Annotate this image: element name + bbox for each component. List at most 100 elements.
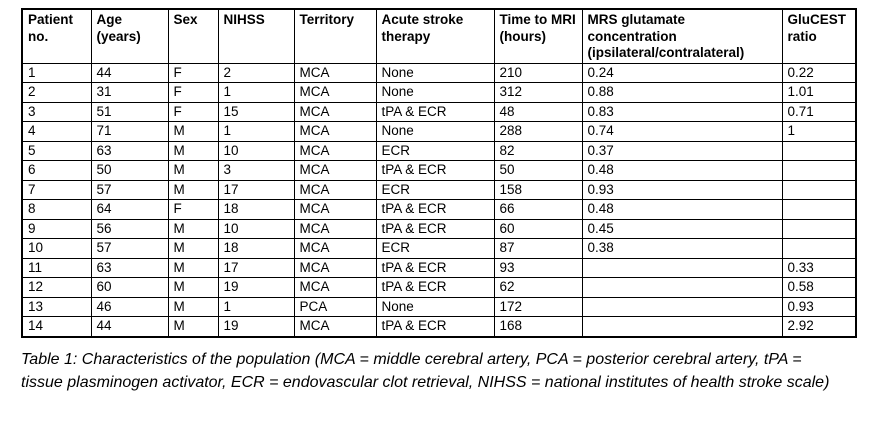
table-cell-time-to-mri: 82 (493, 140, 583, 161)
table-cell-patient-no: 6 (21, 160, 92, 181)
table-cell-sex: M (167, 160, 219, 181)
table-cell-age: 31 (90, 82, 169, 103)
table-row: 4 71 M 1 MCA None 288 0.74 1 (21, 121, 857, 142)
table-cell-patient-no: 13 (21, 296, 92, 317)
table-cell-territory: MCA (293, 218, 377, 239)
table-cell-patient-no: 14 (21, 316, 92, 337)
table-cell-acute-stroke-therapy: tPA & ECR (375, 257, 495, 278)
col-header-acute-stroke-therapy: Acute stroke therapy (375, 8, 495, 64)
table-cell-mrs-glutamate: 0.24 (581, 62, 783, 83)
table-row: 8 64 F 18 MCA tPA & ECR 66 0.48 (21, 199, 857, 220)
table-cell-age: 56 (90, 218, 169, 239)
table-cell-time-to-mri: 66 (493, 199, 583, 220)
table-cell-acute-stroke-therapy: None (375, 121, 495, 142)
table-cell-age: 57 (90, 238, 169, 259)
table-cell-glucest-ratio: 2.92 (781, 316, 857, 337)
table-cell-nihss: 17 (217, 257, 295, 278)
table-cell-nihss: 19 (217, 316, 295, 337)
table-cell-glucest-ratio (781, 218, 857, 239)
table-cell-nihss: 10 (217, 140, 295, 161)
table-cell-patient-no: 8 (21, 199, 92, 220)
table-cell-age: 60 (90, 277, 169, 298)
table-cell-age: 71 (90, 121, 169, 142)
table-cell-territory: PCA (293, 296, 377, 317)
table-cell-time-to-mri: 168 (493, 316, 583, 337)
table-cell-territory: MCA (293, 160, 377, 181)
table-cell-territory: MCA (293, 199, 377, 220)
table-cell-patient-no: 3 (21, 101, 92, 122)
table-cell-age: 57 (90, 179, 169, 200)
table-body: 1 44 F 2 MCA None 210 0.24 0.22 2 31 F 1 MCA None 312 0.… (21, 62, 857, 337)
table-cell-patient-no: 12 (21, 277, 92, 298)
table-cell-acute-stroke-therapy: tPA & ECR (375, 316, 495, 337)
table-cell-age: 51 (90, 101, 169, 122)
table-cell-mrs-glutamate: 0.48 (581, 160, 783, 181)
table-cell-sex: M (167, 296, 219, 317)
table-cell-glucest-ratio: 1.01 (781, 82, 857, 103)
table-cell-territory: MCA (293, 121, 377, 142)
table-cell-glucest-ratio (781, 179, 857, 200)
table-row: 12 60 M 19 MCA tPA & ECR 62 0.58 (21, 277, 857, 298)
table-cell-mrs-glutamate: 0.48 (581, 199, 783, 220)
table-cell-patient-no: 10 (21, 238, 92, 259)
table-cell-acute-stroke-therapy: tPA & ECR (375, 277, 495, 298)
table-cell-time-to-mri: 50 (493, 160, 583, 181)
table-row: 2 31 F 1 MCA None 312 0.88 1.01 (21, 82, 857, 103)
table-row: 14 44 M 19 MCA tPA & ECR 168 2.92 (21, 316, 857, 337)
col-header-mrs-glutamate: MRS glutamate concentration (ipsilateral… (581, 8, 783, 64)
table-cell-age: 44 (90, 62, 169, 83)
table-cell-sex: M (167, 121, 219, 142)
table-cell-nihss: 18 (217, 238, 295, 259)
table-cell-mrs-glutamate (581, 316, 783, 337)
table-cell-mrs-glutamate (581, 277, 783, 298)
table-cell-territory: MCA (293, 82, 377, 103)
table-cell-sex: F (167, 199, 219, 220)
table-cell-age: 46 (90, 296, 169, 317)
table-cell-time-to-mri: 172 (493, 296, 583, 317)
table-cell-sex: M (167, 179, 219, 200)
table-row: 10 57 M 18 MCA ECR 87 0.38 (21, 238, 857, 259)
table-cell-nihss: 1 (217, 121, 295, 142)
table-cell-acute-stroke-therapy: tPA & ECR (375, 101, 495, 122)
table-cell-sex: M (167, 277, 219, 298)
table-row: 6 50 M 3 MCA tPA & ECR 50 0.48 (21, 160, 857, 181)
col-header-glucest-ratio: GluCEST ratio (781, 8, 857, 64)
table-cell-mrs-glutamate: 0.88 (581, 82, 783, 103)
table-cell-time-to-mri: 87 (493, 238, 583, 259)
table-cell-nihss: 1 (217, 82, 295, 103)
table-cell-territory: MCA (293, 101, 377, 122)
table-row: 3 51 F 15 MCA tPA & ECR 48 0.83 0.71 (21, 101, 857, 122)
table-cell-glucest-ratio (781, 199, 857, 220)
table-cell-glucest-ratio: 0.58 (781, 277, 857, 298)
table-cell-territory: MCA (293, 238, 377, 259)
col-header-nihss: NIHSS (217, 8, 295, 64)
table-cell-age: 44 (90, 316, 169, 337)
table-cell-patient-no: 11 (21, 257, 92, 278)
table-cell-nihss: 17 (217, 179, 295, 200)
table-cell-time-to-mri: 93 (493, 257, 583, 278)
table-cell-age: 64 (90, 199, 169, 220)
table-cell-nihss: 10 (217, 218, 295, 239)
table-cell-territory: MCA (293, 179, 377, 200)
table-cell-time-to-mri: 210 (493, 62, 583, 83)
table-cell-territory: MCA (293, 140, 377, 161)
table-cell-mrs-glutamate: 0.74 (581, 121, 783, 142)
table-row: 7 57 M 17 MCA ECR 158 0.93 (21, 179, 857, 200)
table-cell-territory: MCA (293, 62, 377, 83)
table-row: 1 44 F 2 MCA None 210 0.24 0.22 (21, 62, 857, 83)
table-cell-glucest-ratio: 0.71 (781, 101, 857, 122)
col-header-age: Age (years) (90, 8, 169, 64)
table-cell-nihss: 15 (217, 101, 295, 122)
table-cell-mrs-glutamate: 0.37 (581, 140, 783, 161)
table-cell-acute-stroke-therapy: tPA & ECR (375, 160, 495, 181)
table-cell-glucest-ratio: 1 (781, 121, 857, 142)
table-cell-acute-stroke-therapy: ECR (375, 238, 495, 259)
table-cell-patient-no: 5 (21, 140, 92, 161)
table-cell-age: 63 (90, 140, 169, 161)
table-cell-nihss: 1 (217, 296, 295, 317)
col-header-territory: Territory (293, 8, 377, 64)
table-cell-age: 50 (90, 160, 169, 181)
table-row: 5 63 M 10 MCA ECR 82 0.37 (21, 140, 857, 161)
table-cell-glucest-ratio (781, 238, 857, 259)
